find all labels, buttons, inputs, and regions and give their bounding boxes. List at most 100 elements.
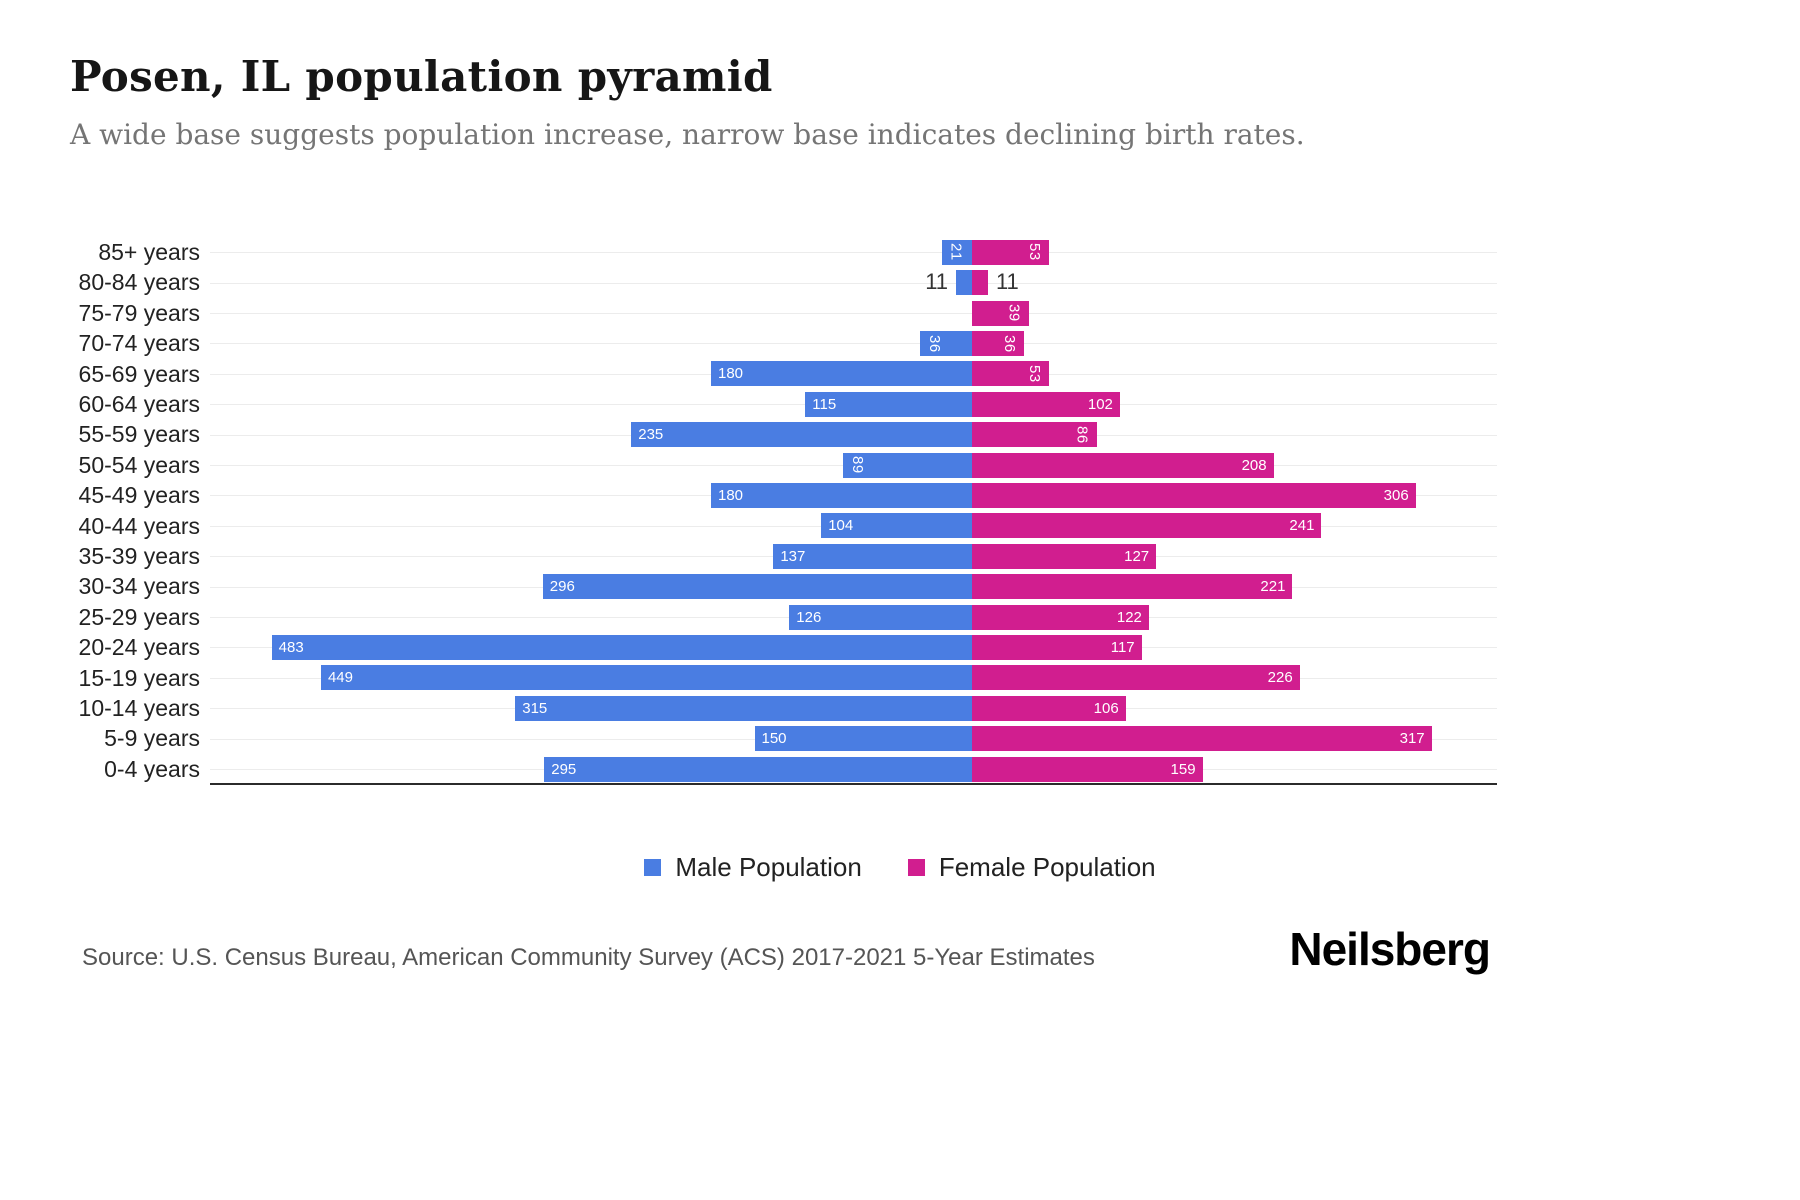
male-bar: 295	[544, 756, 972, 782]
population-pyramid-chart: 85+ years 80-84 years 75-79 years 70-74 yea…	[70, 237, 1500, 787]
female-bar: 159	[972, 756, 1203, 782]
bar-value-label: 11	[925, 269, 949, 295]
bar-value-label: 180	[718, 486, 744, 504]
bar-value-label: 295	[551, 760, 577, 778]
female-bar: 127	[972, 543, 1157, 569]
bar-value-label: 117	[1110, 638, 1135, 656]
age-label: 5-9 years	[104, 725, 200, 752]
legend-item-male: Male Population	[644, 852, 862, 883]
bar-value-label: 11	[995, 269, 1019, 295]
age-label: 15-19 years	[78, 664, 200, 691]
legend-item-female: Female Population	[907, 852, 1156, 883]
male-bar	[956, 270, 972, 296]
female-bar: 241	[972, 513, 1322, 539]
bar-value-label: 306	[1383, 486, 1409, 504]
bar-value-label: 126	[796, 608, 822, 626]
bar-value-label: 159	[1170, 760, 1196, 778]
bar-value-label: 315	[522, 699, 548, 717]
female-bar: 208	[972, 452, 1274, 478]
age-label: 75-79 years	[78, 299, 200, 326]
age-label: 40-44 years	[78, 512, 200, 539]
male-bar: 126	[789, 604, 972, 630]
age-label: 85+ years	[98, 239, 200, 265]
female-bar: 117	[972, 634, 1142, 660]
male-bar: 150	[754, 726, 972, 752]
bar-value-label: 317	[1399, 730, 1425, 748]
female-bar: 86	[972, 422, 1097, 448]
female-bar: 36	[972, 330, 1025, 356]
female-bar: 106	[972, 695, 1126, 721]
bar-value-label: 137	[780, 547, 806, 565]
plot-area: 21 53 11 11 39 36 36 180 53 115 102 235 86 89 208 180 30…	[210, 237, 1497, 785]
age-label: 35-39 years	[78, 543, 200, 569]
female-swatch-icon	[907, 859, 925, 876]
male-bar: 315	[515, 695, 972, 721]
bar-value-label: 53	[1025, 364, 1043, 383]
bar-value-label: 36	[1001, 334, 1019, 353]
male-bar: 296	[542, 574, 972, 600]
male-bar: 21	[941, 239, 972, 265]
female-bar: 53	[972, 361, 1049, 387]
chart-subtitle: A wide base suggests population increase…	[70, 118, 1305, 151]
bar-value-label: 180	[718, 365, 744, 383]
bar-value-label: 150	[761, 730, 787, 748]
bar-value-label: 127	[1124, 547, 1150, 565]
chart-title: Posen, IL population pyramid	[70, 52, 773, 101]
age-label: 50-54 years	[78, 451, 200, 478]
female-bar: 39	[972, 300, 1029, 326]
bar-value-label: 21	[947, 243, 965, 262]
bar-value-label: 296	[549, 578, 575, 596]
female-bar: 102	[972, 391, 1120, 417]
bar-value-label: 106	[1093, 699, 1119, 717]
male-bar: 449	[320, 665, 972, 691]
male-swatch-icon	[644, 859, 662, 876]
gridline	[210, 282, 1497, 284]
bar-value-label: 53	[1025, 243, 1043, 262]
male-bar: 235	[631, 422, 972, 448]
female-bar: 53	[972, 239, 1049, 265]
bar-value-label: 39	[1005, 304, 1023, 322]
legend-label-female: Female Population	[938, 852, 1156, 882]
age-label: 45-49 years	[78, 482, 200, 509]
bar-value-label: 89	[848, 456, 866, 474]
age-label: 0-4 years	[104, 755, 200, 782]
bar-value-label: 102	[1087, 395, 1113, 413]
male-bar: 180	[711, 482, 972, 508]
bar-value-label: 449	[327, 669, 353, 687]
age-label: 25-29 years	[78, 603, 200, 630]
bar-value-label: 235	[638, 426, 664, 444]
bar-value-label: 483	[278, 638, 304, 656]
male-bar: 483	[271, 634, 972, 660]
male-bar: 104	[821, 513, 972, 539]
legend-label-male: Male Population	[675, 852, 862, 882]
male-bar: 36	[919, 330, 972, 356]
bar-value-label: 104	[828, 517, 854, 535]
age-label: 20-24 years	[78, 634, 200, 661]
female-bar: 226	[972, 665, 1300, 691]
female-bar	[972, 270, 988, 296]
bar-value-label: 115	[812, 395, 837, 413]
gridline	[210, 343, 1497, 345]
age-labels: 85+ years 80-84 years 75-79 years 70-74 yea…	[70, 237, 210, 785]
legend: Male Population Female Population	[0, 852, 1800, 883]
gridline	[210, 252, 1497, 254]
bar-value-label: 208	[1241, 456, 1267, 474]
age-label: 55-59 years	[78, 421, 200, 448]
male-bar: 137	[773, 543, 972, 569]
bar-value-label: 226	[1267, 669, 1293, 687]
bar-value-label: 221	[1260, 578, 1286, 596]
female-bar: 306	[972, 482, 1416, 508]
age-label: 80-84 years	[78, 269, 200, 296]
female-bar: 317	[972, 726, 1432, 752]
female-bar: 122	[972, 604, 1149, 630]
age-label: 60-64 years	[78, 391, 200, 417]
male-bar: 115	[805, 391, 972, 417]
source-text: Source: U.S. Census Bureau, American Com…	[82, 944, 1095, 971]
brand-logo: Neilsberg	[1289, 923, 1491, 975]
age-label: 65-69 years	[78, 360, 200, 387]
female-bar: 221	[972, 574, 1293, 600]
male-bar: 89	[842, 452, 972, 478]
age-label: 10-14 years	[78, 695, 200, 721]
bar-value-label: 36	[925, 334, 943, 353]
